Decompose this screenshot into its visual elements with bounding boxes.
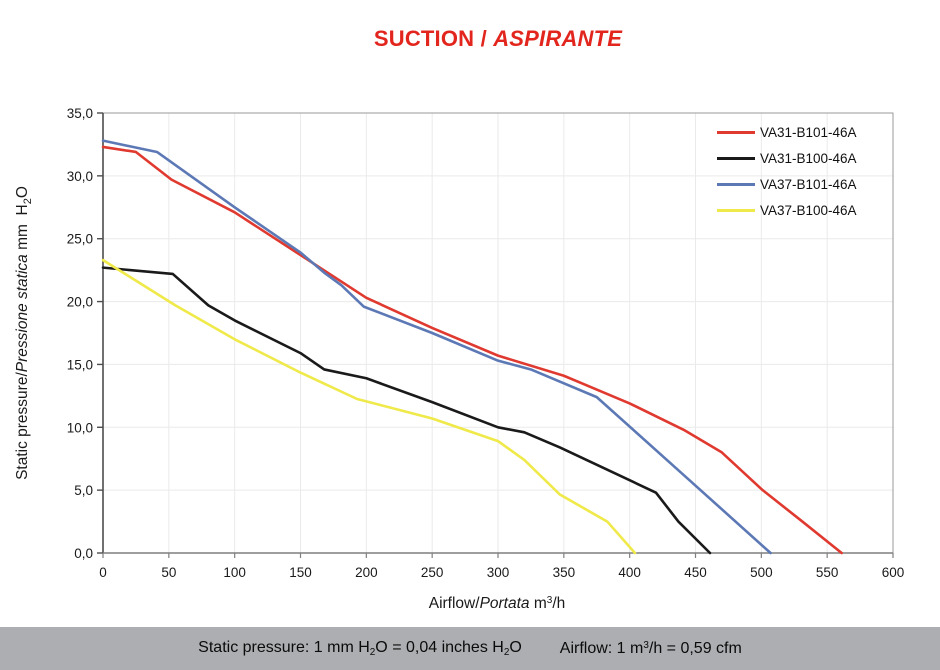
legend-item: VA37-B100-46A <box>717 197 857 223</box>
series-line-VA31-B100-46A <box>101 266 712 555</box>
x-tick-label: 250 <box>421 565 444 580</box>
y-tick-label: 0,0 <box>74 546 93 561</box>
legend-item: VA31-B101-46A <box>717 119 857 145</box>
y-tick-label: 30,0 <box>67 169 93 184</box>
legend-item: VA37-B101-46A <box>717 171 857 197</box>
footer-bar: Static pressure: 1 mm H2O = 0,04 inches … <box>0 627 940 670</box>
tick-label-layer: 0,0 5,0 10,0 15,0 20,0 25,0 30,0 35,0 0 50 100 150 2… <box>67 106 905 580</box>
y-axis-label: Static pressure/Pressione statica mm H2O <box>14 186 34 480</box>
x-tick-label: 400 <box>618 565 641 580</box>
chart-title-right: ASPIRANTE <box>493 26 623 51</box>
legend-swatch <box>717 156 755 160</box>
legend-label: VA37-B100-46A <box>760 202 857 218</box>
line-chart: 0,0 5,0 10,0 15,0 20,0 25,0 30,0 35,0 0 50 100 150 2… <box>14 106 905 612</box>
y-tick-label: 5,0 <box>74 483 93 498</box>
series-layer <box>101 139 843 555</box>
x-tick-label: 300 <box>487 565 510 580</box>
y-tick-label: 15,0 <box>67 357 93 372</box>
y-tick-label: 10,0 <box>67 420 93 435</box>
x-tick-label: 100 <box>223 565 246 580</box>
y-tick-label: 25,0 <box>67 232 93 247</box>
legend-item: VA31-B100-46A <box>717 145 857 171</box>
x-tick-label: 500 <box>750 565 773 580</box>
legend-swatch <box>717 130 755 134</box>
footer-static-pressure-note: Static pressure: 1 mm H2O = 0,04 inches … <box>198 639 522 658</box>
legend-label: VA31-B100-46A <box>760 150 857 166</box>
x-tick-label: 150 <box>289 565 312 580</box>
series-line-VA37-B101-46A <box>101 139 772 555</box>
x-tick-label: 200 <box>355 565 378 580</box>
legend-label: VA31-B101-46A <box>760 124 857 140</box>
axis-layer <box>97 112 894 558</box>
legend: VA31-B101-46A VA31-B100-46A VA37-B101-46A V… <box>717 119 857 223</box>
legend-swatch <box>717 182 755 186</box>
series-line-VA37-B100-46A <box>101 258 637 555</box>
y-tick-label: 20,0 <box>67 295 93 310</box>
legend-swatch <box>717 208 755 212</box>
chart-title-left: SUCTION / <box>373 26 487 51</box>
series-line-VA31-B101-46A <box>101 145 843 555</box>
x-tick-label: 350 <box>553 565 576 580</box>
x-tick-label: 50 <box>161 565 176 580</box>
x-tick-label: 0 <box>99 565 107 580</box>
footer-airflow-note: Airflow: 1 m3/h = 0,59 cfm <box>559 639 742 657</box>
x-axis-label: Airflow/Portata m3/h <box>429 595 566 612</box>
x-tick-label: 450 <box>684 565 707 580</box>
chart-title: SUCTION / ASPIRANTE <box>56 26 940 52</box>
legend-label: VA37-B101-46A <box>760 176 857 192</box>
x-tick-label: 600 <box>882 565 905 580</box>
x-tick-label: 550 <box>816 565 839 580</box>
y-tick-label: 35,0 <box>67 106 93 121</box>
